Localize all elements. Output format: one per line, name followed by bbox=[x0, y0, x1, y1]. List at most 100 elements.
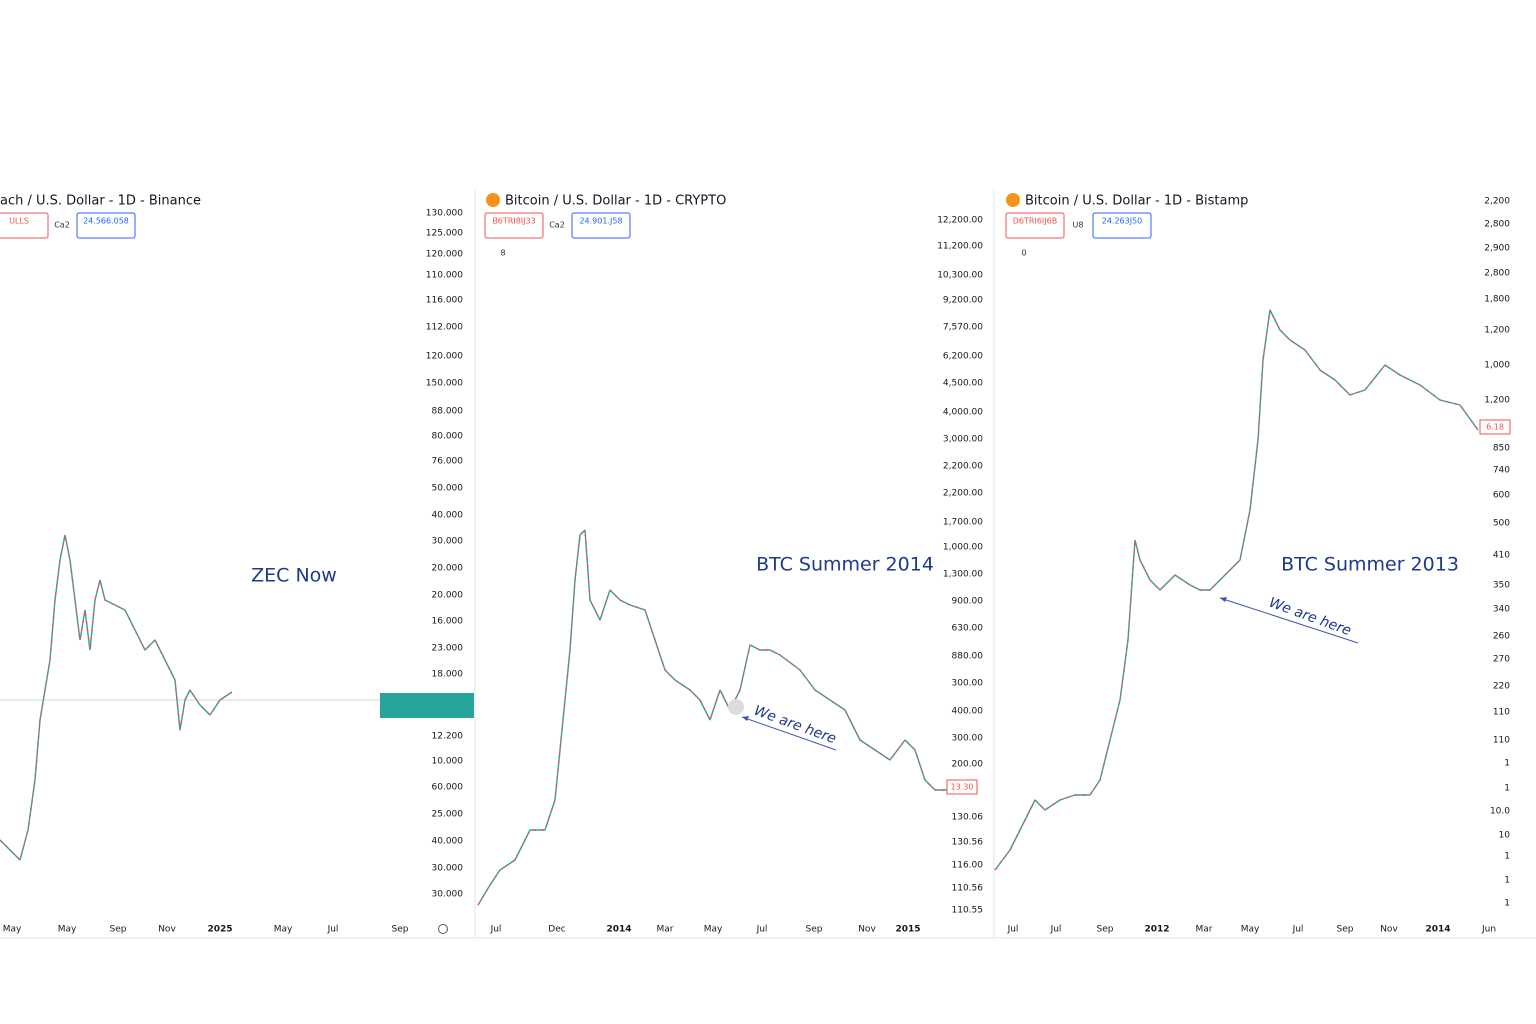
price-label: 25.000 bbox=[432, 810, 464, 820]
annotation: BTC Summer 2014 bbox=[756, 554, 934, 576]
price-label: 40.000 bbox=[432, 837, 464, 847]
date-label: 2014 bbox=[1425, 925, 1450, 935]
buy-button[interactable] bbox=[76, 212, 136, 239]
price-label: 850 bbox=[1493, 444, 1510, 454]
arrow-head bbox=[1220, 597, 1227, 602]
price-label: 1 bbox=[1504, 899, 1510, 909]
price-label: 3,000.00 bbox=[943, 435, 983, 445]
date-label: Jul bbox=[1050, 925, 1062, 935]
price-label: 400.00 bbox=[952, 707, 984, 717]
buy-label: 24.566.058 bbox=[83, 217, 129, 226]
buy-label: 24.263J50 bbox=[1102, 217, 1143, 226]
price-path bbox=[994, 309, 1479, 871]
price-tag-label: 13.30 bbox=[951, 783, 974, 792]
indicator-count: 8 bbox=[500, 249, 505, 258]
price-label: 300.00 bbox=[952, 734, 984, 744]
cursor bbox=[728, 699, 744, 715]
date-label: May bbox=[274, 925, 293, 935]
sell-label: B6TRI8IJ33 bbox=[492, 217, 535, 226]
date-label: May bbox=[3, 925, 22, 935]
price-label: 1 bbox=[1504, 759, 1510, 769]
arrow-head bbox=[742, 716, 749, 721]
symbol-header: Bitcoin / U.S. Dollar - 1D - Bistamp bbox=[1025, 194, 1248, 209]
price-label: 88.000 bbox=[432, 407, 464, 417]
date-label: Sep bbox=[1097, 925, 1114, 935]
price-label: 112.000 bbox=[426, 323, 463, 333]
price-label: 260 bbox=[1493, 632, 1510, 642]
date-label: Dec bbox=[548, 925, 565, 935]
price-label: 20.000 bbox=[432, 564, 464, 574]
date-label: May bbox=[704, 925, 723, 935]
price-label: 340 bbox=[1493, 605, 1510, 615]
date-label: Jun bbox=[1481, 925, 1496, 935]
price-label: 1,000.00 bbox=[943, 543, 983, 553]
date-label: Sep bbox=[806, 925, 823, 935]
buy-button[interactable] bbox=[571, 212, 631, 239]
price-label: 76.000 bbox=[432, 457, 464, 467]
price-label: 1 bbox=[1504, 784, 1510, 794]
date-label: Jul bbox=[327, 925, 339, 935]
price-label: 630.00 bbox=[952, 624, 984, 634]
annotation: BTC Summer 2013 bbox=[1281, 554, 1459, 576]
date-label: 2012 bbox=[1144, 925, 1169, 935]
price-label: 16.000 bbox=[432, 617, 464, 627]
price-label: 1,200 bbox=[1484, 396, 1510, 406]
price-label: 120.000 bbox=[426, 250, 463, 260]
annotation: ZEC Now bbox=[251, 565, 337, 587]
price-label: 30.000 bbox=[432, 864, 464, 874]
price-label: 30.000 bbox=[432, 890, 464, 900]
buy-button[interactable] bbox=[1092, 212, 1152, 239]
price-label: 110.56 bbox=[952, 884, 984, 894]
price-label: 2,200.00 bbox=[943, 462, 983, 472]
price-path bbox=[0, 534, 233, 861]
price-label: 1 bbox=[1504, 852, 1510, 862]
price-label: 10.000 bbox=[432, 757, 464, 767]
price-label: 125.000 bbox=[426, 229, 463, 239]
price-label: 18.000 bbox=[432, 670, 464, 680]
date-label: Mar bbox=[657, 925, 674, 935]
sell-button[interactable] bbox=[1005, 212, 1065, 239]
price-label: 10,300.00 bbox=[937, 271, 983, 281]
price-label: 130.06 bbox=[952, 813, 984, 823]
clock-icon[interactable] bbox=[438, 924, 448, 934]
price-label: 60.000 bbox=[432, 783, 464, 793]
date-label: Mar bbox=[1196, 925, 1213, 935]
price-tag bbox=[1479, 419, 1511, 435]
price-label: 10.0 bbox=[1490, 807, 1510, 817]
price-label: 220 bbox=[1493, 682, 1510, 692]
symbol-icon bbox=[486, 193, 500, 207]
price-label: 9,200.00 bbox=[943, 296, 983, 306]
spread-label: Ca2 bbox=[549, 221, 565, 230]
spread-label: Ca2 bbox=[54, 221, 70, 230]
price-label: 120.000 bbox=[426, 352, 463, 362]
buy-label: 24.901.J58 bbox=[579, 217, 622, 226]
price-label: 12,200.00 bbox=[937, 216, 983, 226]
price-label: 130.56 bbox=[952, 838, 984, 848]
price-label: 6,200.00 bbox=[943, 352, 983, 362]
price-label: 12.200 bbox=[432, 732, 464, 742]
price-label: 2,800 bbox=[1484, 269, 1510, 279]
price-label: 600 bbox=[1493, 491, 1510, 501]
price-label: 900.00 bbox=[952, 597, 984, 607]
sell-button[interactable] bbox=[0, 212, 49, 239]
indicator-count: 0 bbox=[1021, 249, 1026, 258]
symbol-header: Bitcoin / U.S. Dollar - 1D - CRYPTO bbox=[505, 194, 726, 209]
price-label: 110 bbox=[1493, 708, 1510, 718]
sell-button[interactable] bbox=[484, 212, 544, 239]
date-label: Nov bbox=[858, 925, 876, 935]
price-label: 270 bbox=[1493, 655, 1510, 665]
spread-label: U8 bbox=[1073, 221, 1084, 230]
price-label: 110.55 bbox=[952, 906, 984, 916]
price-label: 4,500.00 bbox=[943, 379, 983, 389]
price-label: 1,300.00 bbox=[943, 570, 983, 580]
price-label: 50.000 bbox=[432, 484, 464, 494]
date-label: May bbox=[58, 925, 77, 935]
price-label: 350 bbox=[1493, 581, 1510, 591]
price-label: 110.000 bbox=[426, 271, 463, 281]
price-label: 2,900 bbox=[1484, 244, 1510, 254]
date-label: 2014 bbox=[606, 925, 631, 935]
price-label: 80.000 bbox=[432, 432, 464, 442]
date-label: Jul bbox=[490, 925, 502, 935]
arrow bbox=[1219, 597, 1359, 644]
